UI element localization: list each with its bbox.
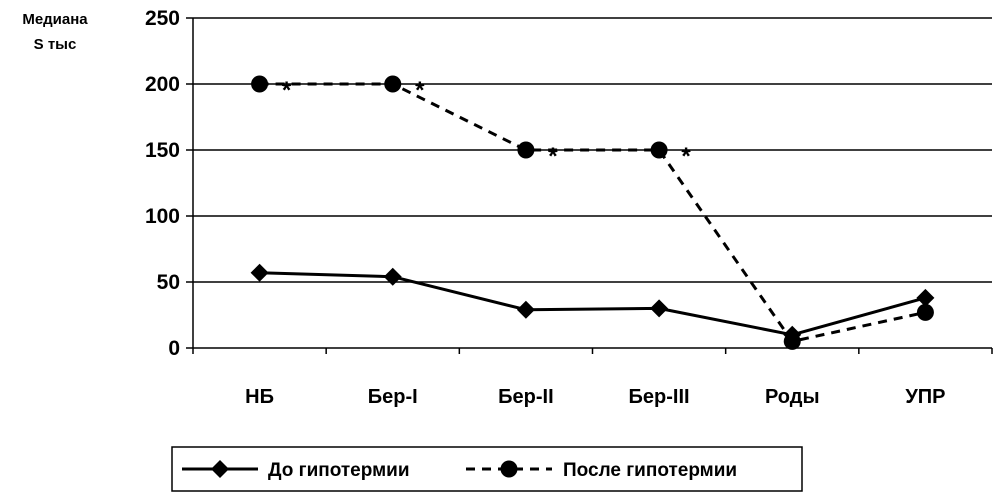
legend-swatch-marker [211, 460, 229, 478]
y-tick-label: 50 [157, 271, 180, 294]
series-line-2 [259, 82, 926, 343]
y-tick-label: 200 [145, 73, 180, 96]
series-2-point [384, 75, 402, 93]
x-tick-label: Бер-I [368, 386, 418, 408]
y-axis-label: S тыс [34, 36, 77, 53]
y-tick-label: 150 [145, 139, 180, 162]
x-tick-label: УПР [905, 386, 945, 408]
legend-label: После гипотермии [563, 460, 737, 481]
axis-labels: 0 50 100 150 200 250 НБ Бер-I Бер-II Бер-III Роды У… [22, 7, 945, 408]
significance-star: * [415, 77, 425, 104]
significance-star: * [681, 143, 691, 170]
axes [186, 17, 993, 354]
significance-annotations: * * * * [282, 77, 691, 170]
legend-swatch-marker [500, 460, 518, 478]
x-tick-label: НБ [245, 386, 274, 408]
series-2-point [517, 141, 535, 159]
x-tick-label: Роды [765, 386, 820, 408]
series-1-point [383, 267, 402, 286]
series-2-point [916, 303, 934, 321]
x-tick-label: Бер-II [498, 386, 554, 408]
series-2-point [251, 75, 269, 93]
series-1-point [516, 300, 535, 319]
y-axis-label: Медиана [22, 11, 88, 28]
significance-star: * [548, 143, 558, 170]
gridlines [193, 17, 992, 283]
x-tick-label: Бер-III [629, 386, 690, 408]
series-2-point [650, 141, 668, 159]
series-line-1 [259, 271, 926, 337]
legend-label: До гипотермии [268, 460, 410, 481]
y-tick-label: 100 [145, 205, 180, 228]
series-2-point [783, 332, 801, 350]
series-1-point [916, 288, 935, 307]
series-1-point [250, 263, 269, 282]
y-tick-label: 250 [145, 7, 180, 30]
series-markers [250, 75, 935, 350]
series-lines [259, 82, 926, 343]
significance-star: * [282, 77, 292, 104]
y-tick-label: 0 [168, 337, 180, 360]
series-1-point [650, 299, 669, 318]
legend: До гипотермии После гипотермии [171, 446, 803, 492]
